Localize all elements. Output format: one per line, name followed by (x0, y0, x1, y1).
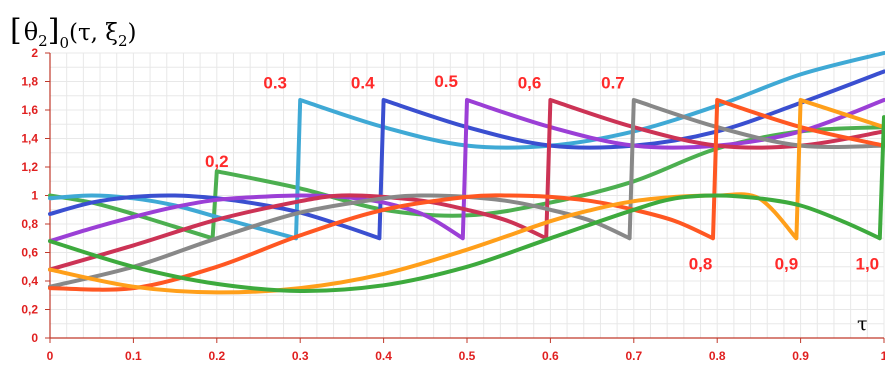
x-tick-label: 0.3 (292, 349, 309, 363)
x-axis-title: τ (857, 313, 868, 335)
title-args-close: ) (128, 20, 137, 46)
switch-label: 0.5 (434, 72, 458, 91)
title-bracket-left: [ (10, 13, 22, 48)
x-tick-label: 0.5 (459, 349, 476, 363)
switch-labels: 0,2 0.3 0.4 0.5 0,6 0.7 0,8 0,9 1,0 (205, 72, 879, 273)
switch-label: 0,8 (689, 254, 713, 273)
switch-label: 0.3 (263, 74, 287, 93)
series-line-6 (48, 98, 885, 292)
title-args-sub: 2 (118, 32, 128, 50)
x-tick-label: 0.7 (625, 349, 642, 363)
y-tick-label: 0,8 (21, 217, 38, 231)
y-tick-label: 0,6 (21, 246, 38, 260)
y-tick-label: 0,2 (21, 303, 38, 317)
switch-label: 0.4 (351, 74, 375, 93)
chart-title: [θ2]0(τ, ξ2) (10, 13, 137, 52)
y-tick-label: 1,8 (21, 75, 38, 89)
x-tick-label: 0.4 (375, 349, 392, 363)
x-tick-label: 0.1 (125, 349, 142, 363)
title-outer-sub: 0 (59, 34, 69, 52)
switch-label: 0.7 (601, 74, 625, 93)
y-tick-label: 1 (31, 189, 38, 203)
y-tick-label: 1,4 (21, 132, 38, 146)
title-theta-sub: 2 (38, 32, 48, 50)
x-tick-label: 1 (881, 349, 885, 363)
series-line-8 (48, 115, 885, 294)
x-tick-label: 0.9 (792, 349, 809, 363)
series-line-3 (48, 98, 885, 244)
series-group (48, 51, 885, 295)
axes: 0 0.1 0.2 0.3 0.4 0.5 0.6 0.7 0.8 0.9 100,20,40,60… (21, 46, 885, 363)
x-tick-label: 0.6 (542, 349, 559, 363)
title-bracket-right: ] (48, 13, 60, 48)
y-tick-label: 1,2 (21, 160, 38, 174)
x-tick-label: 0 (47, 349, 54, 363)
switch-label: 1,0 (855, 254, 879, 273)
y-tick-label: 0,4 (21, 274, 38, 288)
y-tick-label: 0 (31, 331, 38, 345)
title-theta: θ (24, 18, 38, 46)
y-tick-label: 2 (31, 46, 38, 60)
title-args-open: (τ, ξ (69, 20, 118, 46)
switch-label: 0,6 (518, 74, 542, 93)
series-line-2 (48, 69, 885, 241)
series-line-0 (48, 125, 885, 241)
y-tick-label: 1,6 (21, 103, 38, 117)
x-tick-label: 0.2 (208, 349, 225, 363)
x-tick-label: 0.8 (709, 349, 726, 363)
switch-label: 0,9 (775, 254, 799, 273)
switch-label: 0,2 (205, 152, 229, 171)
